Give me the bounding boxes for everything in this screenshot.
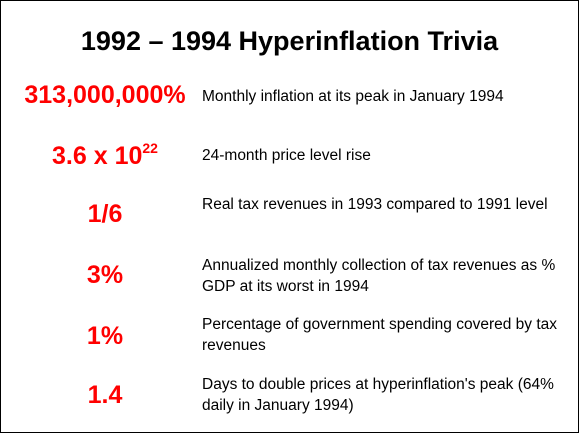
- stat-value: 1.4: [87, 381, 123, 409]
- stat-value: 313,000,000%: [24, 81, 186, 109]
- stat-description: Monthly inflation at its peak in January…: [202, 88, 504, 105]
- stat-value: 3%: [86, 261, 124, 289]
- stat-value: 3.6 x 1022: [8, 139, 202, 171]
- stat-value: 1%: [86, 322, 124, 350]
- stat-description: Percentage of government spending covere…: [202, 316, 558, 354]
- stat-description: Days to double prices at hyperinflation'…: [202, 376, 554, 414]
- stat-exponent: 22: [142, 139, 158, 156]
- stat-base: 3.6 x 10: [52, 142, 143, 170]
- stat-description: Real tax revenues in 1993 compared to 19…: [202, 196, 548, 213]
- slide-title: 1992 – 1994 Hyperinflation Trivia: [80, 26, 499, 56]
- stat-value: 1/6: [87, 200, 123, 228]
- stat-description: 24-month price level rise: [202, 147, 371, 164]
- stat-description: Annualized monthly collection of tax rev…: [202, 257, 556, 295]
